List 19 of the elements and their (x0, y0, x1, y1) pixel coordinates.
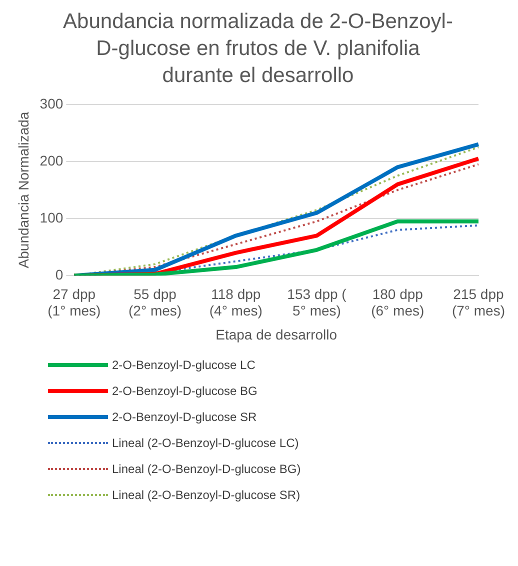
x-tick-label: 55 dpp (2° mes) (128, 286, 182, 319)
x-tick-label: 118 dpp (4° mes) (209, 286, 262, 319)
y-tick-label: 0 (55, 266, 64, 282)
legend-label: Lineal (2-O-Benzoyl-D-glucose SR) (112, 488, 300, 502)
legend-label: Lineal (2-O-Benzoyl-D-glucose LC) (112, 436, 299, 450)
x-axis-title: Etapa de desarrollo (216, 326, 338, 342)
y-tick-label: 100 (40, 209, 64, 226)
legend-label: Lineal (2-O-Benzoyl-D-glucose BG) (112, 462, 301, 476)
y-axis-title: Abundancia Normalizada (15, 112, 32, 268)
chart-title: Abundancia normalizada de 2-O-Benzoyl-D-glucose en frutos de V. planifolia durante el desarrollo (63, 9, 453, 89)
legend-label: 2-O-Benzoyl-D-glucose LC (112, 358, 256, 372)
x-tick-label: 215 dpp (7° mes) (452, 286, 505, 319)
x-tick-label: 180 dpp (6° mes) (371, 286, 424, 319)
y-tick-label: 300 (40, 95, 64, 112)
x-tick-label: 27 dpp (1° mes) (48, 286, 101, 319)
y-tick-label: 200 (40, 152, 64, 168)
legend-label: 2-O-Benzoyl-D-glucose BG (112, 384, 258, 398)
x-tick-label: 153 dpp ( 5° mes) (287, 286, 347, 319)
legend-label: 2-O-Benzoyl-D-glucose SR (112, 410, 257, 424)
